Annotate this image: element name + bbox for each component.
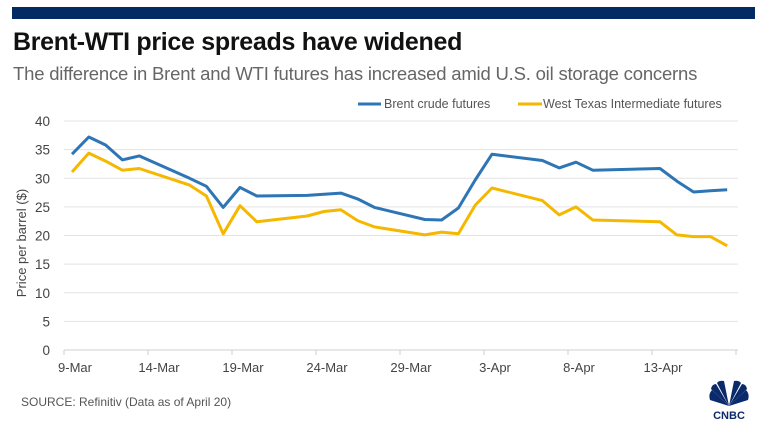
y-tick-label: 5 xyxy=(42,314,50,329)
x-tick-label: 9-Mar xyxy=(58,360,93,375)
series-line-brent xyxy=(70,135,728,222)
series-line-wti xyxy=(70,151,728,248)
x-tick-label: 3-Apr xyxy=(479,360,511,375)
legend-label-wti: West Texas Intermediate futures xyxy=(543,97,722,111)
y-axis-title: Price per barrel ($) xyxy=(14,189,29,297)
x-tick-label: 14-Mar xyxy=(138,360,180,375)
y-tick-label: 30 xyxy=(35,171,50,186)
y-tick-label: 20 xyxy=(35,229,50,244)
source-note: SOURCE: Refinitiv (Data as of April 20) xyxy=(21,395,232,409)
svg-text:CNBC: CNBC xyxy=(713,410,745,422)
x-tick-label: 24-Mar xyxy=(306,360,348,375)
x-tick-label: 29-Mar xyxy=(390,360,432,375)
x-tick-label: 8-Apr xyxy=(563,360,595,375)
y-tick-label: 25 xyxy=(35,200,50,215)
y-tick-label: 10 xyxy=(35,286,50,301)
x-tick-label: 19-Mar xyxy=(222,360,264,375)
chart-title: Brent-WTI price spreads have widened xyxy=(13,28,463,56)
y-tick-label: 0 xyxy=(42,343,50,358)
y-tick-label: 40 xyxy=(35,114,50,129)
x-tick-label: 13-Apr xyxy=(643,360,683,375)
legend: Brent crude futures West Texas Intermedi… xyxy=(358,97,722,111)
chart-subtitle: The difference in Brent and WTI futures … xyxy=(13,63,698,84)
y-tick-label: 15 xyxy=(35,257,50,272)
legend-label-brent: Brent crude futures xyxy=(384,97,490,111)
y-tick-label: 35 xyxy=(35,143,50,158)
top-banner-bar xyxy=(12,7,755,19)
cnbc-peacock-logo: CNBC xyxy=(704,380,754,427)
